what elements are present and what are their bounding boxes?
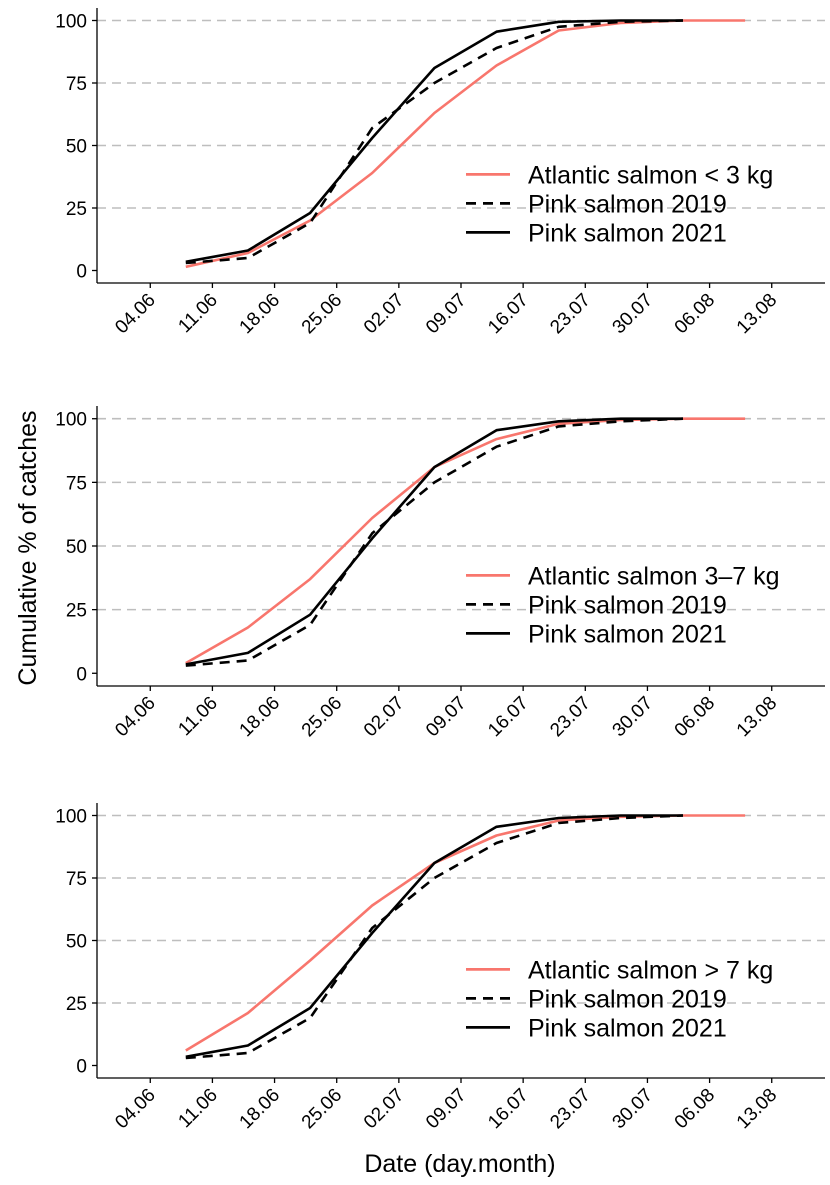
x-tick-label: 02.07	[360, 1085, 408, 1133]
legend-label-3: Pink salmon 2021	[528, 1014, 727, 1042]
x-tick-label: 06.08	[671, 290, 719, 338]
series-line-3	[185, 417, 683, 666]
chart-panel-3: 0 25 50 75 100 04.06 11.06 18.06 25.06 02.07 09.07…	[55, 803, 825, 1133]
y-tick-label: 75	[66, 473, 87, 494]
x-tick-label: 06.08	[671, 1085, 719, 1133]
x-tick-label: 04.06	[111, 1085, 159, 1133]
x-tick-label: 18.06	[236, 693, 284, 741]
y-tick-label: 0	[76, 262, 87, 283]
x-tick-label: 25.06	[298, 290, 346, 338]
x-tick-label: 23.07	[546, 693, 594, 741]
y-tick-label: 100	[55, 410, 87, 431]
series-line-3	[185, 814, 683, 1059]
legend-label-1: Atlantic salmon < 3 kg	[528, 161, 773, 189]
chart-panel-1: 0 25 50 75 100 04.06 11.06 18.06 25.06 02.07 09.07…	[55, 8, 825, 338]
series-line-3	[185, 19, 683, 264]
x-tick-label: 25.06	[298, 1085, 346, 1133]
y-tick-label: 25	[66, 199, 87, 220]
x-tick-label: 13.08	[733, 693, 781, 741]
x-tick-label: 23.07	[546, 290, 594, 338]
x-tick-label: 16.07	[484, 290, 532, 338]
y-tick-label: 50	[66, 537, 87, 558]
x-tick-label: 02.07	[360, 693, 408, 741]
x-tick-label: 04.06	[111, 290, 159, 338]
series-line-2	[185, 417, 684, 667]
x-tick-label: 25.06	[298, 693, 346, 741]
x-tick-label: 16.07	[484, 1085, 532, 1133]
legend-label-2: Pink salmon 2019	[528, 591, 727, 619]
y-tick-label: 25	[66, 601, 87, 622]
y-tick-label: 100	[55, 807, 87, 828]
x-tick-label: 30.07	[609, 1085, 657, 1133]
x-tick-label: 09.07	[422, 290, 470, 338]
x-tick-label: 06.08	[671, 693, 719, 741]
legend-label-2: Pink salmon 2019	[528, 190, 727, 218]
x-tick-label: 23.07	[546, 1085, 594, 1133]
y-tick-label: 25	[66, 994, 87, 1015]
legend-label-3: Pink salmon 2021	[528, 620, 727, 648]
legend-label-1: Atlantic salmon > 7 kg	[528, 956, 773, 984]
chart-panel-2: 0 25 50 75 100 04.06 11.06 18.06 25.06 02.07 09.07…	[55, 406, 825, 741]
x-tick-label: 11.06	[174, 290, 221, 337]
x-tick-label: 30.07	[609, 693, 657, 741]
y-tick-label: 0	[76, 1057, 87, 1078]
y-tick-label: 75	[66, 74, 87, 95]
x-tick-label: 18.06	[236, 290, 284, 338]
y-tick-label: 50	[66, 932, 87, 953]
legend-label-1: Atlantic salmon 3–7 kg	[528, 562, 780, 590]
x-tick-label: 18.06	[236, 1085, 284, 1133]
x-tick-label: 04.06	[111, 693, 159, 741]
y-tick-label: 0	[76, 664, 87, 685]
x-tick-label: 11.06	[174, 1085, 221, 1132]
series-line-2	[185, 814, 684, 1060]
y-tick-label: 75	[66, 869, 87, 890]
x-tick-label: 16.07	[484, 693, 532, 741]
x-tick-label: 13.08	[733, 1085, 781, 1133]
x-tick-label: 11.06	[174, 693, 221, 740]
legend-label-2: Pink salmon 2019	[528, 985, 727, 1013]
y-tick-label: 50	[66, 137, 87, 158]
legend-label-3: Pink salmon 2021	[528, 219, 727, 247]
x-tick-label: 09.07	[422, 1085, 470, 1133]
x-tick-label: 30.07	[609, 290, 657, 338]
y-axis-title: Cumulative % of catches	[14, 410, 42, 685]
y-tick-label: 100	[55, 12, 87, 33]
x-tick-label: 09.07	[422, 693, 470, 741]
series-line-2	[185, 19, 684, 265]
x-tick-label: 02.07	[360, 290, 408, 338]
x-tick-label: 13.08	[733, 290, 781, 338]
x-axis-title: Date (day.month)	[364, 1150, 555, 1178]
